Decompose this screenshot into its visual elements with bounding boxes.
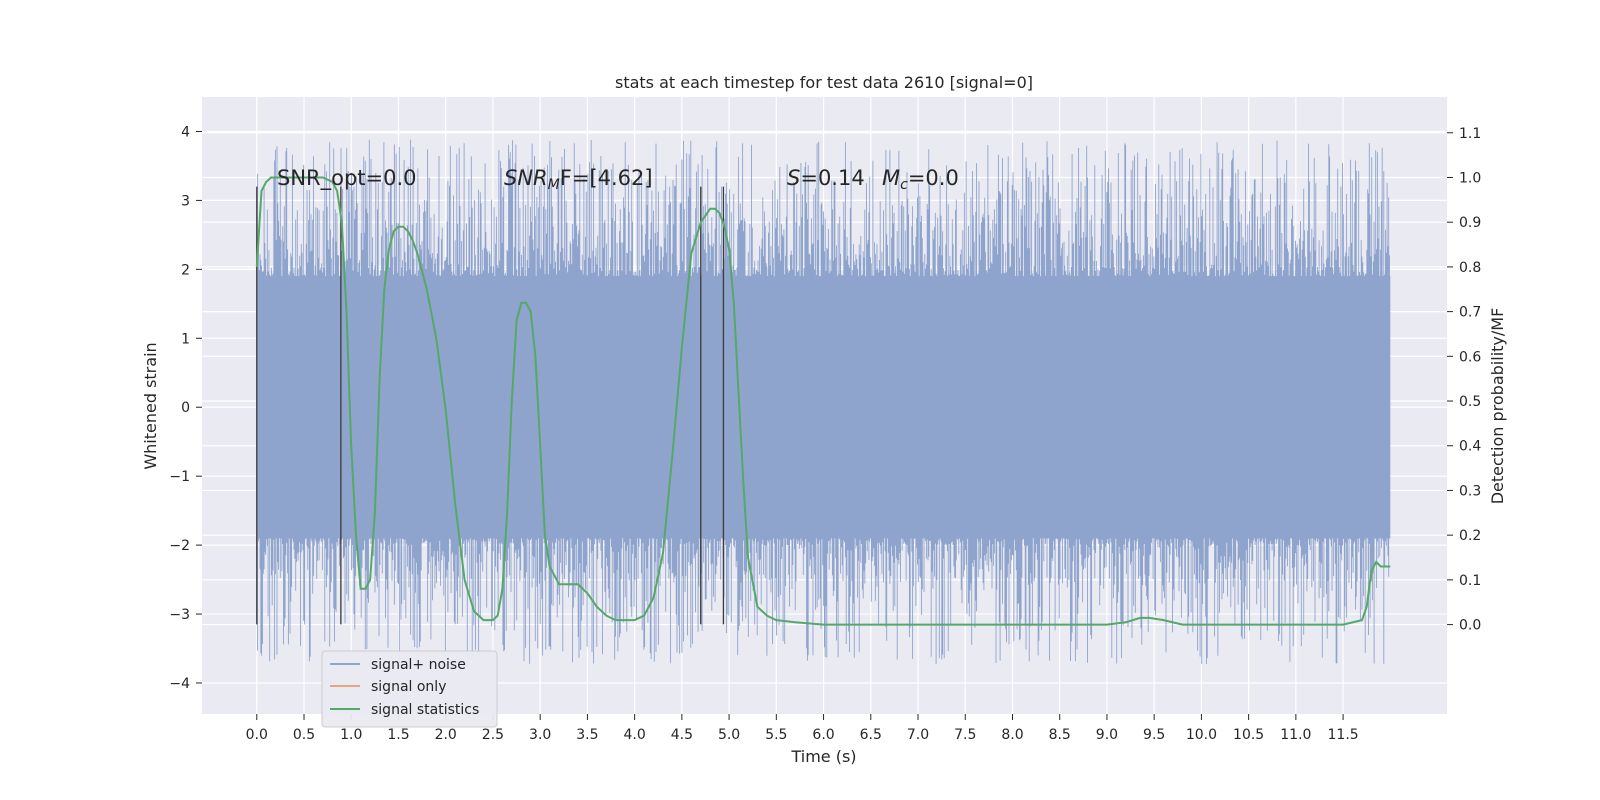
y-axis-ticks: 4 3 2 1 0 −1 −2 −3 −4 <box>169 124 202 692</box>
x-tick-label: 5.5 <box>765 727 787 743</box>
y2-tick-label: 0.9 <box>1459 215 1481 231</box>
y-tick-label: 3 <box>181 193 190 209</box>
snr-mf-sub: M <box>548 177 560 193</box>
x-tick-label: 4.0 <box>623 727 645 743</box>
x-tick-label: 5.0 <box>718 727 740 743</box>
y2-tick-label: 0.5 <box>1459 394 1481 410</box>
x-tick-label: 9.5 <box>1143 727 1165 743</box>
y2-tick-label: 0.2 <box>1459 528 1481 544</box>
x-tick-label: 8.5 <box>1049 727 1071 743</box>
legend-label-signal: signal only <box>371 679 446 695</box>
x-tick-label: 4.5 <box>671 727 693 743</box>
legend-label-stats: signal statistics <box>371 702 479 718</box>
y2-tick-label: 0.4 <box>1459 439 1481 455</box>
y2-tick-label: 0.3 <box>1459 483 1481 499</box>
x-tick-label: 11.5 <box>1328 727 1359 743</box>
x-tick-label: 1.5 <box>387 727 409 743</box>
x-tick-label: 0.5 <box>293 727 315 743</box>
annotation-snr-mf: SNRMF=[4.62] <box>504 166 653 193</box>
legend-box <box>321 650 498 728</box>
mc-symbol: M <box>882 166 900 190</box>
x-tick-label: 10.5 <box>1233 727 1264 743</box>
x-tick-label: 2.5 <box>482 727 504 743</box>
x-tick-label: 3.5 <box>576 727 598 743</box>
x-tick-label: 0.0 <box>246 727 268 743</box>
x-tick-label: 1.0 <box>340 727 362 743</box>
signal-statistics-line <box>255 176 1391 626</box>
y-tick-label: −4 <box>169 676 190 692</box>
annotation-s: S=0.14 <box>787 166 865 190</box>
x-tick-label: 8.0 <box>1001 727 1023 743</box>
y2-tick-label: 0.8 <box>1459 260 1481 276</box>
x-axis-label: Time (s) <box>790 747 856 766</box>
mc-value: =0.0 <box>908 166 959 190</box>
s-symbol: S <box>787 166 800 190</box>
y2-axis-label: Detection probability/MF <box>1488 308 1507 505</box>
y-tick-label: 0 <box>181 400 190 416</box>
y-tick-label: −1 <box>169 469 190 485</box>
s-value: =0.14 <box>800 166 864 190</box>
x-axis-ticks: 0.0 0.5 1.0 1.5 2.0 2.5 3.0 3.5 4.0 4.5 5.0 5.5 6.0 6… <box>246 714 1359 743</box>
y2-tick-label: 1.0 <box>1459 170 1481 186</box>
y-tick-label: 1 <box>181 331 190 347</box>
x-tick-label: 7.5 <box>954 727 976 743</box>
x-tick-label: 9.0 <box>1096 727 1118 743</box>
x-tick-label: 11.0 <box>1280 727 1311 743</box>
legend-label-noise: signal+ noise <box>371 657 466 673</box>
legend: signal+ noise signal only signal statist… <box>321 650 498 728</box>
y-tick-label: 2 <box>181 262 190 278</box>
x-tick-label: 2.0 <box>435 727 457 743</box>
y2-axis-ticks: 1.1 1.0 0.9 0.8 0.7 0.6 0.5 0.4 0.3 0.2 0.1 0.0 <box>1447 126 1481 634</box>
y-tick-label: 4 <box>181 124 190 140</box>
x-tick-label: 10.0 <box>1186 727 1217 743</box>
snr-mf-rest: F=[4.62] <box>560 166 653 190</box>
snr-mf-main: SNR <box>504 166 548 190</box>
y2-tick-label: 1.1 <box>1459 126 1481 142</box>
chart-title: stats at each timestep for test data 261… <box>615 73 1033 92</box>
y-axis-label: Whitened strain <box>141 342 160 469</box>
annotation-mc: Mc=0.0 <box>882 166 959 193</box>
y2-tick-label: 0.0 <box>1459 618 1481 634</box>
x-tick-label: 3.0 <box>529 727 551 743</box>
x-tick-label: 6.0 <box>812 727 834 743</box>
annotation-snr-opt: SNR_opt=0.0 <box>277 166 417 191</box>
x-tick-label: 6.5 <box>860 727 882 743</box>
x-tick-label: 7.0 <box>907 727 929 743</box>
y-tick-label: −3 <box>169 607 190 623</box>
y2-tick-label: 0.1 <box>1459 573 1481 589</box>
y2-tick-label: 0.7 <box>1459 305 1481 321</box>
y2-tick-label: 0.6 <box>1459 349 1481 365</box>
y-tick-label: −2 <box>169 538 190 554</box>
mc-sub: c <box>900 177 908 193</box>
